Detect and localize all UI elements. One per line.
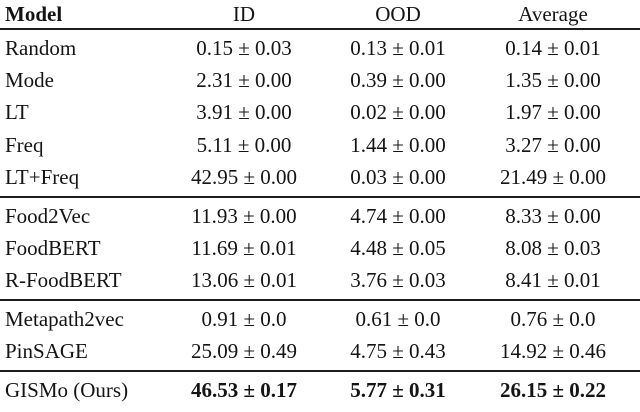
average-cell: 8.08 ± 0.03 — [505, 236, 601, 261]
id-cell: 42.95 ± 0.00 — [190, 165, 298, 190]
model-cell: Freq — [5, 132, 44, 157]
group-rule — [0, 195, 640, 198]
ood-cell: 4.48 ± 0.05 — [350, 236, 446, 261]
average-cell: 1.35 ± 0.00 — [505, 68, 601, 93]
group-baselines: Random 0.15 ± 0.03 0.13 ± 0.01 0.14 ± 0.… — [0, 30, 640, 196]
ood-cell: 4.74 ± 0.00 — [350, 203, 446, 228]
ood-cell: 3.76 ± 0.03 — [350, 268, 446, 293]
id-cell: 25.09 ± 0.49 — [190, 339, 298, 364]
model-cell: Metapath2vec — [5, 306, 124, 331]
column-header-id: ID — [232, 1, 256, 26]
table-row: Random 0.15 ± 0.03 0.13 ± 0.01 0.14 ± 0.… — [0, 32, 640, 64]
average-cell: 8.41 ± 0.01 — [505, 268, 601, 293]
model-cell: Mode — [5, 68, 54, 93]
average-cell: 26.15 ± 0.22 — [499, 377, 607, 402]
id-cell: 2.31 ± 0.00 — [196, 68, 292, 93]
table-row: LT+Freq 42.95 ± 0.00 0.03 ± 0.00 21.49 ±… — [0, 162, 640, 194]
ood-cell: 4.75 ± 0.43 — [350, 339, 446, 364]
ood-cell: 0.13 ± 0.01 — [350, 35, 446, 60]
table-row: PinSAGE 25.09 ± 0.49 4.75 ± 0.43 14.92 ±… — [0, 336, 640, 368]
column-header-average: Average — [518, 1, 588, 26]
ood-cell: 0.03 ± 0.00 — [350, 165, 446, 190]
id-cell: 13.06 ± 0.01 — [190, 268, 298, 293]
ood-cell: 0.02 ± 0.00 — [350, 100, 446, 125]
model-cell: PinSAGE — [5, 339, 88, 364]
average-cell: 8.33 ± 0.00 — [505, 203, 601, 228]
id-cell: 0.91 ± 0.0 — [201, 306, 287, 331]
ood-cell: 5.77 ± 0.31 — [350, 377, 446, 402]
group-graph: Metapath2vec 0.91 ± 0.0 0.61 ± 0.0 0.76 … — [0, 301, 640, 370]
model-cell: LT+Freq — [5, 165, 80, 190]
table-row: LT 3.91 ± 0.00 0.02 ± 0.00 1.97 ± 0.00 — [0, 97, 640, 129]
group-embeddings: Food2Vec 11.93 ± 0.00 4.74 ± 0.00 8.33 ±… — [0, 198, 640, 299]
model-cell: Random — [5, 35, 77, 60]
ood-cell: 1.44 ± 0.00 — [350, 132, 446, 157]
table-row: Freq 5.11 ± 0.00 1.44 ± 0.00 3.27 ± 0.00 — [0, 129, 640, 161]
id-cell: 11.69 ± 0.01 — [191, 236, 297, 261]
average-cell: 3.27 ± 0.00 — [505, 132, 601, 157]
average-cell: 21.49 ± 0.00 — [499, 165, 607, 190]
id-cell: 3.91 ± 0.00 — [196, 100, 292, 125]
header-rule — [0, 28, 640, 30]
column-header-model: Model — [5, 1, 63, 26]
model-cell: FoodBERT — [5, 236, 101, 261]
group-rule — [0, 299, 640, 302]
model-cell: Food2Vec — [5, 203, 91, 228]
table-row: R-FoodBERT 13.06 ± 0.01 3.76 ± 0.03 8.41… — [0, 265, 640, 297]
table-row: FoodBERT 11.69 ± 0.01 4.48 ± 0.05 8.08 ±… — [0, 232, 640, 264]
group-ours: GISMo (Ours) 46.53 ± 0.17 5.77 ± 0.31 26… — [0, 372, 640, 408]
column-header-ood: OOD — [375, 1, 421, 26]
ood-cell: 0.39 ± 0.00 — [350, 68, 446, 93]
average-cell: 1.97 ± 0.00 — [505, 100, 601, 125]
model-cell: R-FoodBERT — [5, 268, 122, 293]
id-cell: 0.15 ± 0.03 — [196, 35, 292, 60]
model-cell: GISMo (Ours) — [5, 377, 129, 402]
ood-cell: 0.61 ± 0.0 — [355, 306, 441, 331]
table-row: Metapath2vec 0.91 ± 0.0 0.61 ± 0.0 0.76 … — [0, 303, 640, 335]
table-row: Mode 2.31 ± 0.00 0.39 ± 0.00 1.35 ± 0.00 — [0, 64, 640, 96]
average-cell: 0.76 ± 0.0 — [510, 306, 596, 331]
average-cell: 0.14 ± 0.01 — [505, 35, 601, 60]
id-cell: 11.93 ± 0.00 — [191, 203, 297, 228]
table-header-row: Model ID OOD Average — [0, 0, 640, 28]
id-cell: 46.53 ± 0.17 — [190, 377, 298, 402]
model-cell: LT — [5, 100, 29, 125]
average-cell: 14.92 ± 0.46 — [499, 339, 607, 364]
table-row-ours: GISMo (Ours) 46.53 ± 0.17 5.77 ± 0.31 26… — [0, 374, 640, 406]
group-rule — [0, 369, 640, 372]
table-row: Food2Vec 11.93 ± 0.00 4.74 ± 0.00 8.33 ±… — [0, 200, 640, 232]
id-cell: 5.11 ± 0.00 — [196, 132, 292, 157]
